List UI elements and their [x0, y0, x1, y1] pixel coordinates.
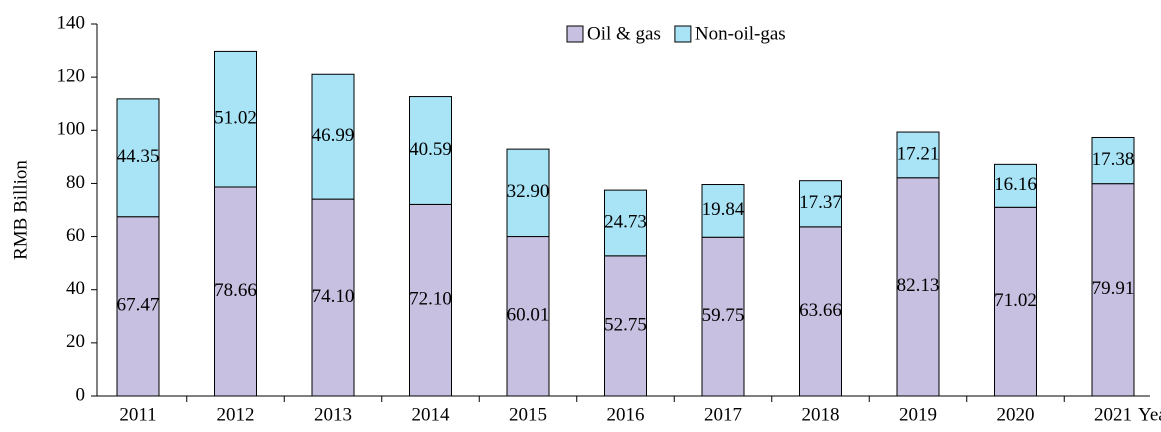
value-label: 40.59: [409, 139, 452, 160]
value-label: 32.90: [507, 181, 550, 202]
bar-segment: [116, 98, 160, 218]
value-label: 71.02: [994, 290, 1037, 311]
bar-segment: [994, 206, 1037, 397]
value-label: 74.10: [312, 286, 355, 307]
value-label: 72.10: [409, 289, 452, 310]
legend-label: Non-oil-gas: [695, 23, 786, 44]
x-tick-label: 2013: [314, 404, 352, 425]
x-tick-label: 2018: [802, 404, 840, 425]
value-label: 78.66: [214, 280, 257, 301]
y-tick-label: 20: [66, 331, 85, 352]
value-label: 17.38: [1092, 149, 1135, 170]
y-tick-label: 140: [57, 12, 86, 33]
x-tick-label: 2012: [217, 404, 255, 425]
value-label: 63.66: [799, 300, 842, 321]
x-tick-label: 2014: [412, 404, 451, 425]
legend-label: Oil & gas: [587, 23, 661, 44]
y-tick-label: 100: [57, 119, 86, 140]
x-tick-label: 2021: [1094, 404, 1132, 425]
bar-segment: [409, 203, 452, 397]
value-label: 46.99: [312, 125, 355, 146]
x-tick-label: 2020: [997, 404, 1035, 425]
value-label: 82.13: [897, 275, 940, 296]
value-label: 67.47: [117, 295, 160, 316]
legend-swatch: [674, 25, 692, 43]
y-axis-label: RMB Billion: [10, 160, 31, 260]
bar-segment: [994, 163, 1037, 208]
x-tick-label: 2015: [509, 404, 547, 425]
bar-segment: [701, 236, 745, 397]
bar-segment: [214, 50, 257, 188]
bar-segment: [311, 73, 355, 200]
value-label: 44.35: [117, 146, 160, 167]
bar-segment: [896, 131, 940, 179]
bar-segment: [311, 198, 355, 397]
x-axis-label: Year: [1138, 404, 1161, 425]
bar-segment: [896, 177, 940, 397]
x-tick-label: 2017: [704, 404, 742, 425]
y-tick-label: 0: [76, 384, 86, 405]
bar-segment: [799, 226, 842, 397]
bar-segment: [701, 184, 745, 238]
value-label: 59.75: [702, 305, 745, 326]
bar-segment: [604, 255, 647, 397]
y-tick-label: 80: [66, 172, 85, 193]
bar-segment: [1091, 136, 1135, 185]
x-tick-label: 2019: [899, 404, 937, 425]
bar-segment: [799, 180, 842, 228]
bar-segment: [604, 189, 647, 257]
bar-segment: [506, 236, 550, 397]
bar-segment: [409, 96, 452, 205]
value-label: 19.84: [702, 199, 745, 220]
y-tick-label: 120: [57, 66, 86, 87]
bar-segment: [116, 216, 160, 397]
value-label: 17.21: [897, 143, 940, 164]
y-tick-label: 60: [66, 225, 85, 246]
bar-segment: [506, 148, 550, 238]
value-label: 79.91: [1092, 278, 1135, 299]
x-tick-label: 2016: [607, 404, 645, 425]
legend-swatch: [566, 25, 584, 43]
value-label: 16.16: [994, 174, 1037, 195]
value-label: 51.02: [214, 108, 257, 129]
y-tick-label: 40: [66, 278, 85, 299]
value-label: 24.73: [604, 211, 647, 232]
value-label: 52.75: [604, 314, 647, 335]
bar-segment: [1091, 183, 1135, 397]
value-label: 17.37: [799, 192, 842, 213]
x-tick-label: 2011: [119, 404, 156, 425]
value-label: 60.01: [507, 305, 550, 326]
